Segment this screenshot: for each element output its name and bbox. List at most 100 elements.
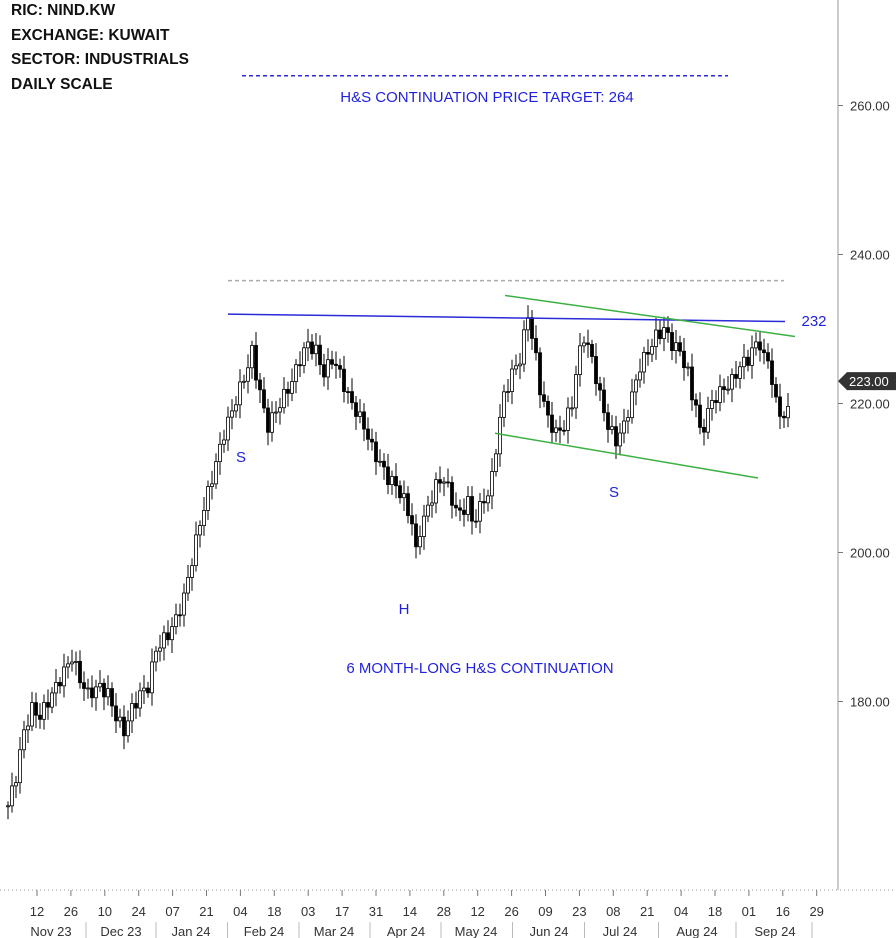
candle-body — [778, 396, 782, 417]
candle-body — [674, 342, 678, 351]
candle-body — [42, 702, 46, 720]
x-tick-label: 09 — [538, 904, 552, 919]
candle-body — [134, 703, 138, 709]
candle-body — [166, 632, 170, 641]
candle-body — [18, 749, 22, 784]
x-tick-label: 14 — [403, 904, 417, 919]
left-shoulder-label: S — [236, 449, 246, 466]
candle-body — [582, 342, 586, 347]
candle-body — [554, 427, 558, 433]
candle-body — [374, 441, 378, 463]
candle-body — [474, 520, 478, 523]
candle-body — [298, 364, 302, 367]
candle-body — [782, 415, 786, 419]
x-tick-label: 21 — [640, 904, 654, 919]
candle-body — [546, 400, 550, 416]
candle-body — [86, 687, 90, 690]
candle-body — [378, 460, 382, 463]
candle-body — [602, 389, 606, 414]
x-tick-label: 28 — [437, 904, 451, 919]
candle-body — [150, 661, 154, 694]
sector-label: SECTOR: INDUSTRIALS — [11, 51, 189, 68]
candle-body — [630, 391, 634, 419]
x-tick-label: 03 — [301, 904, 315, 919]
candle-body — [670, 332, 674, 351]
candle-body — [478, 501, 482, 522]
candle-body — [238, 381, 242, 406]
last-price-badge — [838, 372, 896, 391]
candle-body — [518, 363, 522, 367]
candle-body — [770, 360, 774, 385]
candle-body — [470, 496, 474, 522]
candle-body — [62, 666, 66, 687]
candle-body — [182, 592, 186, 616]
candle-body — [354, 402, 358, 417]
candle-body — [402, 493, 406, 499]
candle-body — [262, 389, 266, 409]
candle-body — [462, 509, 466, 515]
candle-body — [190, 565, 194, 578]
candle-body — [490, 471, 494, 497]
candle-body — [138, 690, 142, 709]
candle-body — [310, 341, 314, 355]
candle-body — [398, 485, 402, 499]
y-tick-label: 240.00 — [850, 248, 890, 263]
candle-body — [714, 400, 718, 403]
candle-body — [758, 341, 762, 351]
candle-body — [286, 388, 290, 394]
ric-label: RIC: NIND.KW — [11, 2, 116, 19]
candle-body — [482, 501, 486, 504]
candle-body — [290, 381, 294, 394]
candle-body — [618, 432, 622, 447]
candle-body — [610, 426, 614, 430]
candle-body — [694, 399, 698, 406]
candle-body — [430, 502, 434, 506]
candle-body — [58, 682, 62, 687]
candle-body — [698, 404, 702, 428]
candle-body — [446, 481, 450, 484]
candle-body — [414, 523, 418, 548]
candle-body — [114, 705, 118, 722]
candle-body — [154, 650, 158, 663]
candle-body — [266, 407, 270, 433]
y-tick-label: 200.00 — [850, 546, 890, 561]
candle-body — [442, 481, 446, 484]
candle-body — [494, 453, 498, 472]
candle-body — [410, 515, 414, 525]
x-month-label: Apr 24 — [387, 924, 425, 938]
candle-body — [274, 411, 278, 414]
candle-body — [394, 476, 398, 487]
candle-body — [14, 782, 18, 787]
candle-body — [222, 439, 226, 445]
x-month-label: Jul 24 — [603, 924, 638, 938]
candle-body — [70, 661, 74, 665]
candle-body — [186, 577, 190, 594]
candle-body — [466, 496, 470, 515]
candle-body — [246, 367, 250, 382]
candle-body — [214, 461, 218, 485]
candle-body — [418, 536, 422, 548]
x-tick-label: 01 — [742, 904, 756, 919]
candle-body — [530, 317, 534, 339]
candle-body — [54, 682, 58, 694]
x-month-label: Jun 24 — [529, 924, 568, 938]
candle-body — [366, 428, 370, 440]
candle-body — [762, 349, 766, 354]
candle-body — [94, 686, 98, 699]
candle-body — [722, 386, 726, 391]
candle-body — [26, 725, 30, 731]
x-month-label: May 24 — [455, 924, 498, 938]
candle-body — [82, 682, 86, 689]
candle-body — [654, 329, 658, 347]
candle-body — [158, 647, 162, 652]
head-label: H — [399, 601, 410, 618]
candle-body — [174, 614, 178, 628]
y-tick-label: 260.00 — [850, 99, 890, 114]
candle-body — [678, 342, 682, 352]
candle-body — [178, 614, 182, 617]
x-tick-label: 23 — [572, 904, 586, 919]
candle-body — [10, 785, 14, 807]
candle-body — [210, 483, 214, 487]
candle-body — [718, 386, 722, 403]
candle-body — [390, 476, 394, 486]
